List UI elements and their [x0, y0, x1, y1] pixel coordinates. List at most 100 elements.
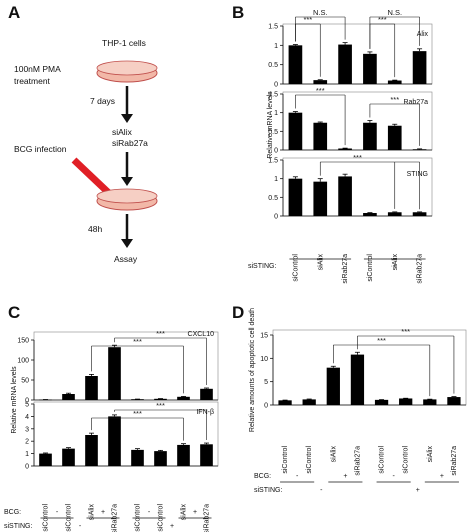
- c-cxcl10-sig-label: ***: [156, 329, 165, 338]
- b-category-label: siControl: [292, 254, 299, 282]
- c-ifnb-bar: [131, 449, 144, 466]
- panel-label-b: B: [232, 3, 244, 22]
- c-cxcl10-bar: [154, 398, 167, 400]
- d-sting-value: -: [320, 487, 323, 494]
- panel-label-d: D: [232, 303, 244, 322]
- b-alix-sig-label: ***: [303, 15, 312, 24]
- b-sting-bar: [387, 212, 402, 216]
- d-sig-label: ***: [377, 336, 386, 345]
- experiment-schema: THP-1 cells 100nM PMA treatment 7 days s…: [14, 38, 158, 264]
- c-cxcl10-y-tick-label: 100: [17, 358, 29, 365]
- d-category-label: siRab27a: [354, 446, 361, 476]
- chart-panel-d: 0 5 10 15 *** *** Relative amounts of apoptoti…: [249, 308, 467, 494]
- c-ifnb-y-tick-label: 0: [25, 464, 29, 471]
- c-bcg-row-label: BCG:: [4, 509, 21, 516]
- panel-label-c: C: [8, 303, 20, 322]
- d-category-label: siControl: [379, 446, 386, 474]
- c-cxcl10-y-tick-label: 0: [25, 398, 29, 405]
- c-ifnb-sig-label: ***: [156, 401, 165, 410]
- c-ifnb-bar: [108, 416, 121, 466]
- d-bcg-value: +: [343, 473, 347, 480]
- b-alix-sig-label: N.S.: [313, 8, 328, 17]
- c-bcg-value: +: [193, 509, 197, 516]
- b-category-label: siAlix: [317, 254, 324, 271]
- b-group-row-label: siSTING:: [248, 263, 276, 270]
- b-sting-bar: [412, 212, 427, 216]
- b-rab27a-gene-label: Rab27a: [403, 99, 428, 106]
- c-ifnb-gene-label: IFN-β: [196, 409, 214, 416]
- b-rab27a-y-tick-label: 1.5: [268, 92, 278, 99]
- c-bcg-value: -: [56, 509, 59, 516]
- c-ifnb-y-tick-label: 4: [25, 414, 29, 421]
- b-rab27a-bar: [338, 148, 352, 150]
- b-sting-gene-label: STING: [407, 171, 428, 178]
- d-sting-value: +: [416, 487, 420, 494]
- b-alix-bar: [313, 80, 328, 84]
- c-cxcl10-bar: [131, 399, 144, 400]
- c-bcg-value: -: [148, 509, 151, 516]
- d-y-tick-label: 0: [264, 403, 268, 410]
- b-category-label: siControl: [367, 254, 374, 282]
- b-sting-y-tick-label: 0.5: [268, 195, 278, 202]
- b-alix-bar: [288, 45, 303, 84]
- c-ifnb-bar: [177, 444, 190, 466]
- schema-assay-label: Assay: [114, 254, 138, 264]
- schema-pma-label-1: 100nM PMA: [14, 64, 61, 74]
- b-rab27a-bar: [387, 125, 402, 150]
- d-bar: [399, 398, 413, 405]
- c-ifnb-frame: [33, 401, 219, 467]
- c-category-label: siControl: [135, 504, 142, 532]
- chart-panel-c: 0 50 100 150 CXCL10 *** *** 0 1 2 3 4 5 IFN-β *** *** Re…: [4, 329, 219, 532]
- d-bcg-value: +: [440, 473, 444, 480]
- d-sig-label: ***: [401, 327, 410, 336]
- c-cxcl10-sig-label: ***: [133, 337, 142, 346]
- b-rab27a-y-tick-label: 0.5: [268, 129, 278, 136]
- d-y-tick-label: 10: [260, 356, 268, 363]
- b-alix-bar: [363, 53, 377, 84]
- c-category-label: siControl: [158, 504, 165, 532]
- b-rab27a-y-tick-label: 1: [274, 110, 278, 117]
- d-y-tick-label: 5: [264, 379, 268, 386]
- d-bar: [374, 399, 389, 405]
- d-category-label: siControl: [306, 446, 313, 474]
- d-category-label: siAlix: [330, 446, 337, 463]
- b-alix-y-tick-label: 0.5: [268, 62, 278, 69]
- b-group-value: -: [319, 263, 322, 270]
- d-bar: [326, 367, 340, 405]
- b-alix-sig-label: ***: [378, 15, 387, 24]
- schema-days-label: 7 days: [90, 96, 115, 106]
- b-sting-bar: [363, 213, 377, 216]
- b-rab27a-y-tick-label: 0: [274, 148, 278, 155]
- b-sting-y-tick-label: 1: [274, 176, 278, 183]
- culture-dish-icon: [96, 60, 158, 83]
- arrow-down-icon: [121, 86, 133, 123]
- d-bcg-value: -: [392, 473, 395, 480]
- d-sting-row-label: siSTING:: [254, 487, 282, 494]
- b-rab27a-sig-label: ***: [316, 86, 325, 95]
- schema-sirna-label-2: siRab27a: [112, 138, 148, 148]
- b-alix-bar: [412, 51, 427, 84]
- b-alix-y-tick-label: 1: [274, 43, 278, 50]
- d-bar: [423, 399, 437, 405]
- b-rab27a-bar: [363, 122, 377, 150]
- d-y-axis-label: Relative amounts of apoptotic cell death: [249, 308, 256, 432]
- d-bcg-row-label: BCG:: [254, 473, 271, 480]
- c-ifnb-bar: [85, 435, 98, 466]
- b-sting-frame: [282, 157, 433, 217]
- b-rab27a-bar: [313, 122, 328, 150]
- c-ifnb-bar: [200, 444, 213, 466]
- c-category-label: siAlix: [89, 504, 96, 521]
- b-category-label: siRab27a: [342, 254, 349, 284]
- c-ifnb-bar: [154, 451, 167, 466]
- b-sting-y-tick-label: 1.5: [268, 158, 278, 165]
- d-category-label: siControl: [282, 446, 289, 474]
- d-y-tick-label: 15: [260, 333, 268, 340]
- c-ifnb-sig-label: ***: [133, 409, 142, 418]
- b-sting-bar: [338, 176, 352, 216]
- c-category-label: siControl: [43, 504, 50, 532]
- c-ifnb-y-tick-label: 1: [25, 451, 29, 458]
- c-cxcl10-bar: [62, 394, 75, 400]
- c-ifnb-y-tick-label: 3: [25, 426, 29, 433]
- d-frame: [272, 329, 467, 406]
- c-ifnb-y-tick-label: 2: [25, 439, 29, 446]
